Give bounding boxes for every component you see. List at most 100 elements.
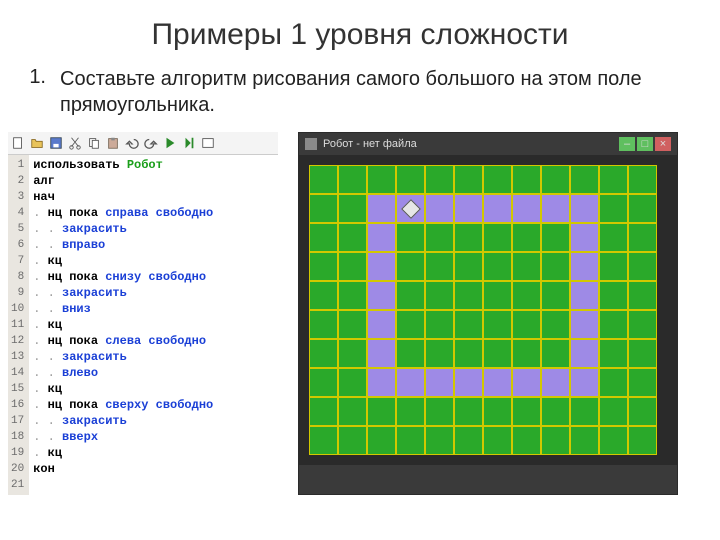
grid-cell[interactable] xyxy=(454,368,483,397)
grid-cell[interactable] xyxy=(425,310,454,339)
grid-cell[interactable] xyxy=(425,223,454,252)
code-line[interactable]: алг xyxy=(33,173,213,189)
grid-cell[interactable] xyxy=(309,397,338,426)
grid-cell[interactable] xyxy=(309,252,338,281)
grid-cell[interactable] xyxy=(483,339,512,368)
code-line[interactable]: . нц пока снизу свободно xyxy=(33,269,213,285)
grid-cell[interactable] xyxy=(628,223,657,252)
grid-cell[interactable] xyxy=(570,426,599,455)
grid-cell[interactable] xyxy=(483,165,512,194)
minimize-button[interactable]: – xyxy=(619,137,635,151)
grid-cell[interactable] xyxy=(599,426,628,455)
grid-cell[interactable] xyxy=(628,310,657,339)
grid-cell[interactable] xyxy=(367,339,396,368)
grid-cell[interactable] xyxy=(367,368,396,397)
close-button[interactable]: × xyxy=(655,137,671,151)
grid-cell[interactable] xyxy=(599,165,628,194)
grid-cell[interactable] xyxy=(628,165,657,194)
grid-cell[interactable] xyxy=(367,310,396,339)
copy-icon[interactable] xyxy=(86,135,102,151)
grid-cell[interactable] xyxy=(541,310,570,339)
grid-cell[interactable] xyxy=(512,397,541,426)
grid-cell[interactable] xyxy=(454,252,483,281)
code-line[interactable]: . кц xyxy=(33,381,213,397)
grid-cell[interactable] xyxy=(396,426,425,455)
grid-cell[interactable] xyxy=(338,426,367,455)
redo-icon[interactable] xyxy=(143,135,159,151)
grid-cell[interactable] xyxy=(483,426,512,455)
grid-cell[interactable] xyxy=(338,252,367,281)
grid-cell[interactable] xyxy=(338,397,367,426)
grid-cell[interactable] xyxy=(599,368,628,397)
grid-cell[interactable] xyxy=(396,252,425,281)
grid-cell[interactable] xyxy=(512,194,541,223)
grid-cell[interactable] xyxy=(628,281,657,310)
grid-cell[interactable] xyxy=(483,223,512,252)
grid-cell[interactable] xyxy=(512,310,541,339)
grid-cell[interactable] xyxy=(338,368,367,397)
grid-cell[interactable] xyxy=(628,339,657,368)
grid-cell[interactable] xyxy=(541,194,570,223)
grid-cell[interactable] xyxy=(338,339,367,368)
grid-cell[interactable] xyxy=(541,281,570,310)
grid-cell[interactable] xyxy=(454,397,483,426)
code-line[interactable]: . . влево xyxy=(33,365,213,381)
grid-cell[interactable] xyxy=(541,397,570,426)
grid-cell[interactable] xyxy=(599,339,628,368)
grid-cell[interactable] xyxy=(454,339,483,368)
grid-cell[interactable] xyxy=(570,194,599,223)
code-line[interactable]: . кц xyxy=(33,317,213,333)
code-line[interactable]: . . закрасить xyxy=(33,349,213,365)
grid-cell[interactable] xyxy=(512,368,541,397)
grid-cell[interactable] xyxy=(483,368,512,397)
grid-cell[interactable] xyxy=(599,281,628,310)
grid-cell[interactable] xyxy=(541,223,570,252)
grid-cell[interactable] xyxy=(396,223,425,252)
grid-cell[interactable] xyxy=(512,281,541,310)
grid-cell[interactable] xyxy=(454,281,483,310)
grid-cell[interactable] xyxy=(338,281,367,310)
grid-cell[interactable] xyxy=(483,310,512,339)
grid-cell[interactable] xyxy=(570,252,599,281)
grid-cell[interactable] xyxy=(541,368,570,397)
maximize-button[interactable]: □ xyxy=(637,137,653,151)
code-line[interactable]: . нц пока сверху свободно xyxy=(33,397,213,413)
grid-cell[interactable] xyxy=(425,165,454,194)
code-line[interactable]: . . закрасить xyxy=(33,413,213,429)
grid-cell[interactable] xyxy=(628,252,657,281)
grid-cell[interactable] xyxy=(338,194,367,223)
grid-cell[interactable] xyxy=(367,165,396,194)
grid-cell[interactable] xyxy=(483,397,512,426)
grid-cell[interactable] xyxy=(396,397,425,426)
code-line[interactable]: . . закрасить xyxy=(33,285,213,301)
grid-cell[interactable] xyxy=(454,223,483,252)
grid-cell[interactable] xyxy=(570,339,599,368)
grid-cell[interactable] xyxy=(396,310,425,339)
open-icon[interactable] xyxy=(29,135,45,151)
grid-cell[interactable] xyxy=(425,368,454,397)
grid-cell[interactable] xyxy=(628,368,657,397)
grid-cell[interactable] xyxy=(483,194,512,223)
grid-cell[interactable] xyxy=(338,310,367,339)
grid-cell[interactable] xyxy=(570,223,599,252)
code-line[interactable]: . . закрасить xyxy=(33,221,213,237)
grid-cell[interactable] xyxy=(309,310,338,339)
grid-cell[interactable] xyxy=(338,223,367,252)
grid-cell[interactable] xyxy=(309,165,338,194)
grid-cell[interactable] xyxy=(425,426,454,455)
grid-cell[interactable] xyxy=(309,194,338,223)
grid-cell[interactable] xyxy=(599,252,628,281)
grid-cell[interactable] xyxy=(628,194,657,223)
grid-cell[interactable] xyxy=(454,194,483,223)
save-icon[interactable] xyxy=(48,135,64,151)
run-icon[interactable] xyxy=(162,135,178,151)
code-line[interactable]: . кц xyxy=(33,253,213,269)
grid-cell[interactable] xyxy=(396,368,425,397)
grid-cell[interactable] xyxy=(512,252,541,281)
grid-cell[interactable] xyxy=(483,252,512,281)
grid-cell[interactable] xyxy=(512,165,541,194)
grid-cell[interactable] xyxy=(570,281,599,310)
grid-cell[interactable] xyxy=(454,165,483,194)
undo-icon[interactable] xyxy=(124,135,140,151)
grid-cell[interactable] xyxy=(599,194,628,223)
